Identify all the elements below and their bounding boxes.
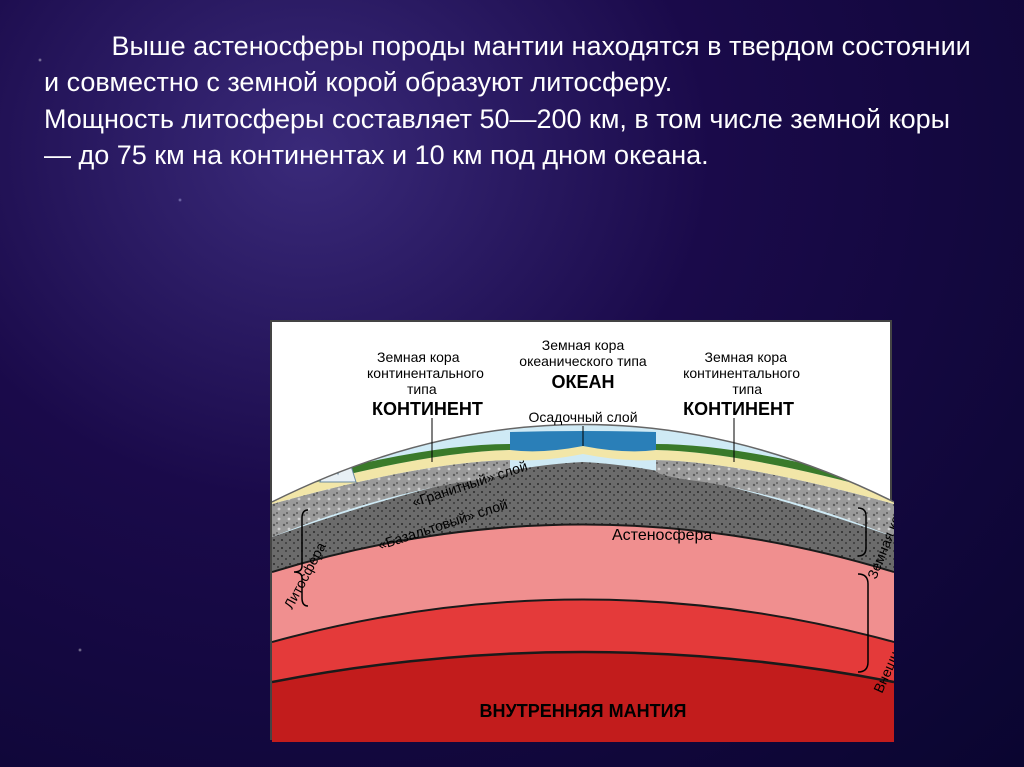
description-text: Выше астеносферы породы мантии находятся… <box>44 28 984 174</box>
geo-cross-section: Земная кора континентального типа КОНТИН… <box>272 322 894 742</box>
paragraph-1: Выше астеносферы породы мантии находятся… <box>44 28 984 101</box>
earth-layers-diagram: Земная кора континентального типа КОНТИН… <box>270 320 892 740</box>
label-continent-right: КОНТИНЕНТ <box>683 399 794 419</box>
label-crust-left-2: континентального <box>367 365 484 381</box>
label-crust-right-2: континентального <box>683 365 800 381</box>
label-crust-right-3: типа <box>732 381 762 397</box>
label-inner-mantle: ВНУТРЕННЯЯ МАНТИЯ <box>480 701 687 721</box>
label-asthenosphere: Астеносфера <box>612 527 712 544</box>
label-ocean-caps: ОКЕАН <box>552 372 615 392</box>
label-crust-left-3: типа <box>407 381 437 397</box>
label-sediment: Осадочный слой <box>528 409 637 425</box>
label-crust-right-1: Земная кора <box>705 349 788 365</box>
label-ocean-2: океанического типа <box>519 353 647 369</box>
label-crust-left-1: Земная кора <box>377 349 460 365</box>
label-continent-left: КОНТИНЕНТ <box>372 399 483 419</box>
label-ocean-1: Земная кора <box>542 337 625 353</box>
paragraph-2: Мощность литосферы составляет 50—200 км,… <box>44 101 984 174</box>
